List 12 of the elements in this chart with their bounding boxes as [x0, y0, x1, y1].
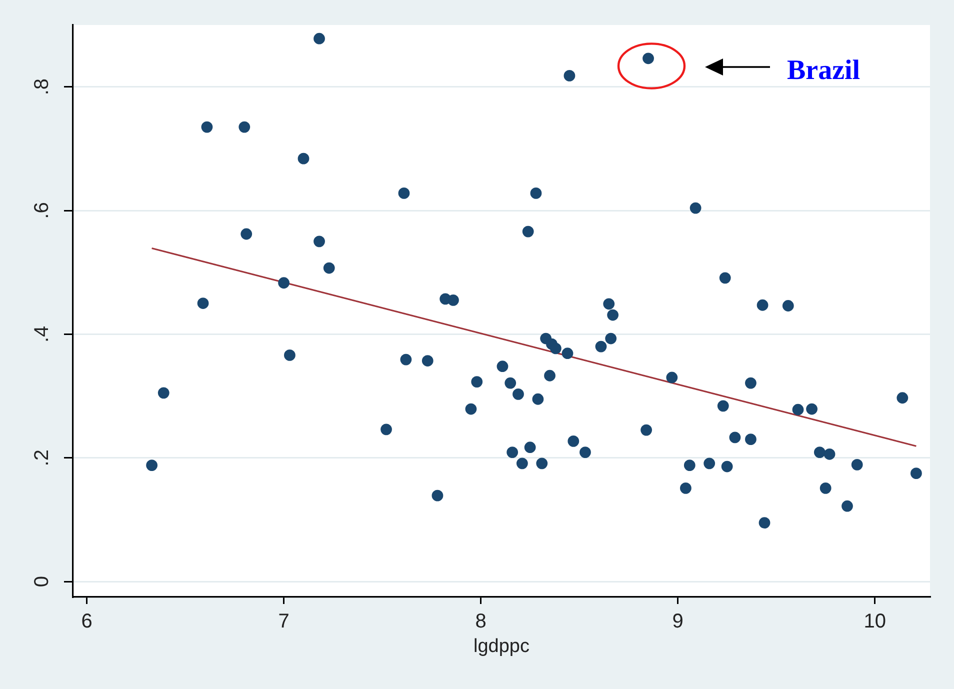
- y-tick-label: .8: [31, 78, 54, 96]
- x-tick-label: 8: [475, 610, 486, 633]
- x-tick-label: 6: [81, 610, 92, 633]
- x-tick-label: 10: [864, 610, 886, 633]
- y-tick-label: 0: [31, 576, 54, 588]
- y-tick-label: .2: [31, 450, 54, 466]
- y-tick-label: .4: [31, 326, 54, 343]
- x-axis-title: lgdppc: [474, 636, 530, 657]
- x-tick-label: 7: [278, 610, 290, 633]
- x-tick-label: 9: [672, 610, 684, 633]
- annotation: Brazil: [787, 55, 860, 86]
- y-tick-label: .6: [31, 202, 54, 219]
